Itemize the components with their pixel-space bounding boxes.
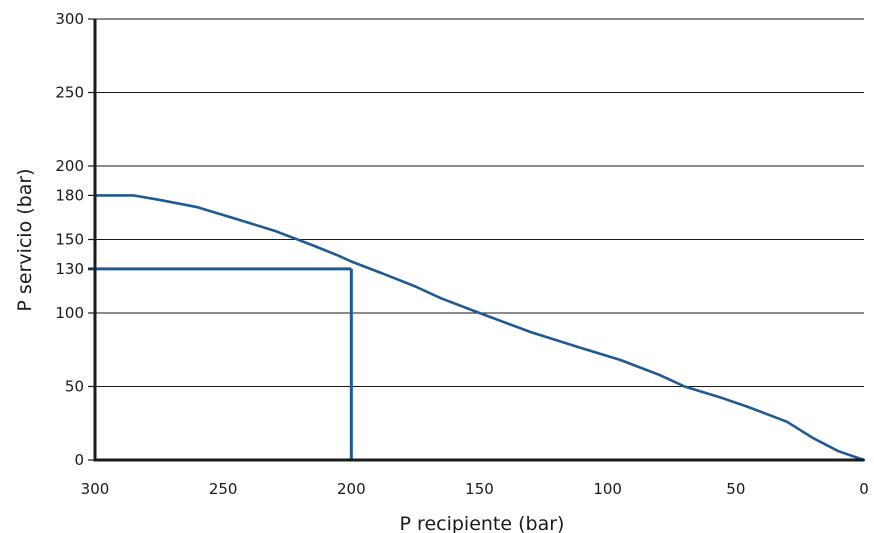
x-tick-label-0: 0 [859, 480, 869, 498]
reference-lines [88, 267, 353, 460]
x-tick-labels: 300 250 200 150 100 50 0 [81, 480, 869, 498]
series-layer [93, 194, 866, 462]
x-tick-label-200: 200 [337, 480, 366, 498]
x-tick-label-50: 50 [726, 480, 745, 498]
x-tick-label-250: 250 [209, 480, 238, 498]
x-axis-label: P recipiente (bar) [400, 513, 565, 533]
y-tick-label-180: 180 [55, 186, 84, 204]
x-tick-label-150: 150 [465, 480, 494, 498]
y-tick-label-200: 200 [55, 157, 84, 175]
x-tick-label-100: 100 [593, 480, 622, 498]
y-axis-label: P servicio (bar) [14, 168, 36, 311]
y-tick-labels: 0 50 100 130 150 180 200 250 300 [55, 10, 84, 469]
x-tick-label-300: 300 [81, 480, 110, 498]
axes [88, 18, 864, 462]
y-tick-label-130: 130 [55, 260, 84, 278]
y-tick-label-0: 0 [74, 451, 84, 469]
y-tick-label-50: 50 [65, 378, 84, 396]
y-tick-label-100: 100 [55, 304, 84, 322]
y-tick-label-250: 250 [55, 84, 84, 102]
series-line-0 [93, 194, 866, 462]
grid-lines [95, 18, 864, 387]
y-tick-label-300: 300 [55, 10, 84, 28]
y-tick-label-150: 150 [55, 231, 84, 249]
